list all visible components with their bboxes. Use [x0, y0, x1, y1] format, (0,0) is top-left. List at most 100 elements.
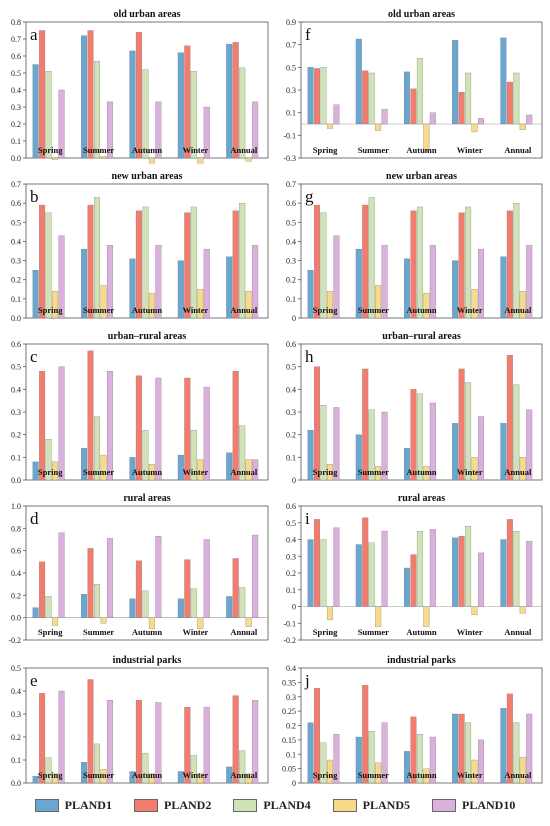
bar-pland10-winter: [203, 248, 210, 319]
bar-pland10-annual: [526, 541, 533, 607]
bar-pland5-winter: [471, 606, 478, 616]
panel-letter: f: [305, 25, 311, 44]
chart-title: industrial parks: [113, 655, 182, 666]
bar-pland5-winter: [471, 123, 478, 133]
x-category-label: Annual: [230, 145, 258, 155]
bar-pland10-winter: [203, 386, 210, 481]
chart-panel-d: -0.2 0.0 0.2 0.4 0.6 0.8 1.0 rural areas d Spring…: [8, 493, 269, 645]
bar-pland1-spring: [32, 775, 39, 784]
bar-pland4-winter: [190, 206, 197, 319]
legend-swatch-pland1: [34, 798, 59, 812]
bar-pland2-winter: [458, 92, 465, 125]
bar-pland4-autumn: [416, 733, 423, 784]
bar-pland10-autumn: [155, 377, 162, 481]
bar-pland4-annual: [239, 425, 246, 481]
bar-pland10-summer: [106, 371, 113, 481]
bar-pland4-summer: [368, 731, 375, 784]
y-tick-label: 0.0: [11, 154, 21, 163]
x-category-label: Winter: [457, 145, 483, 155]
bar-pland10-summer: [381, 530, 388, 607]
bar-pland1-annual: [226, 596, 233, 618]
x-category-label: Summer: [83, 467, 114, 477]
y-tick-label: 0.3: [286, 257, 296, 266]
bar-pland1-autumn: [129, 598, 136, 618]
x-category-label: Summer: [358, 305, 389, 315]
y-tick-label: 0.9: [286, 18, 296, 27]
y-tick-label: 0.7: [11, 180, 21, 189]
x-category-label: Annual: [504, 770, 532, 780]
bar-pland1-winter: [177, 454, 184, 481]
y-tick-label: 0.3: [11, 103, 21, 112]
y-tick-label: 0.4: [286, 664, 296, 673]
y-tick-label: 0.6: [11, 340, 21, 349]
bar-pland5-summer: [100, 156, 107, 159]
y-tick-label: 0.5: [286, 519, 296, 528]
bar-pland2-annual: [506, 81, 513, 125]
bar-pland2-winter: [184, 559, 191, 618]
bar-pland5-spring: [52, 773, 59, 784]
bar-pland2-spring: [39, 371, 46, 481]
bar-pland4-annual: [513, 384, 520, 481]
x-category-label: Annual: [230, 305, 258, 315]
bar-pland10-annual: [252, 245, 259, 319]
bar-pland2-summer: [362, 368, 369, 481]
y-tick-label: 0.6: [286, 502, 296, 511]
bar-pland2-winter: [458, 368, 465, 481]
bar-pland10-winter: [203, 106, 210, 159]
y-tick-label: -0.3: [283, 154, 296, 163]
bar-pland10-spring: [58, 690, 65, 784]
bar-pland4-annual: [239, 587, 246, 618]
bar-pland5-winter: [197, 773, 204, 784]
bar-pland2-spring: [314, 68, 321, 125]
x-category-label: Winter: [182, 770, 208, 780]
y-tick-label: -0.2: [8, 636, 21, 645]
bar-pland10-spring: [333, 407, 340, 481]
bar-pland2-autumn: [135, 700, 142, 784]
bar-pland4-summer: [368, 72, 375, 125]
bar-pland5-summer: [100, 285, 107, 319]
bar-pland2-annual: [232, 371, 239, 481]
y-tick-label: 0.2: [11, 431, 21, 440]
y-tick-label: 0.0: [11, 779, 21, 788]
x-category-label: Annual: [230, 770, 258, 780]
x-category-label: Spring: [38, 770, 63, 780]
bar-pland5-autumn: [148, 463, 155, 481]
bar-pland10-annual: [252, 700, 259, 784]
bar-pland2-summer: [362, 70, 369, 125]
bar-pland2-winter: [184, 706, 191, 784]
bar-pland10-summer: [106, 700, 113, 784]
bar-pland4-autumn: [142, 206, 149, 319]
bar-pland1-annual: [226, 256, 233, 319]
legend-label-pland2: PLAND2: [163, 797, 212, 812]
bar-pland2-spring: [314, 687, 321, 784]
bar-pland10-autumn: [155, 245, 162, 319]
y-tick-label: 0.5: [286, 63, 296, 72]
y-tick-label: 0.0: [11, 314, 21, 323]
panel-letter: a: [30, 25, 38, 44]
bar-pland4-summer: [93, 416, 100, 481]
bar-pland5-annual: [245, 459, 252, 481]
y-tick-label: 0.1: [286, 586, 296, 595]
bar-pland4-autumn: [416, 530, 423, 607]
x-category-label: Winter: [182, 305, 208, 315]
x-category-label: Winter: [457, 467, 483, 477]
bar-pland1-spring: [307, 269, 314, 319]
bar-pland4-summer: [93, 60, 100, 159]
bar-pland1-autumn: [403, 71, 410, 125]
bar-pland1-annual: [500, 423, 507, 481]
y-tick-label: 0: [292, 314, 296, 323]
bar-pland10-spring: [58, 366, 65, 481]
y-tick-label: 0.5: [11, 363, 21, 372]
bar-pland2-winter: [458, 536, 465, 607]
y-tick-label: 0.3: [11, 710, 21, 719]
x-category-label: Winter: [457, 627, 483, 637]
bar-pland2-autumn: [410, 389, 417, 481]
panel-letter: d: [30, 509, 39, 528]
bar-pland5-spring: [52, 291, 59, 319]
bar-pland5-winter: [197, 617, 204, 629]
legend-item-pland2: PLAND2: [133, 797, 212, 813]
bar-pland1-annual: [500, 37, 507, 125]
bar-pland4-spring: [320, 405, 327, 481]
bar-pland5-summer: [375, 606, 382, 627]
bar-pland4-spring: [320, 67, 327, 125]
